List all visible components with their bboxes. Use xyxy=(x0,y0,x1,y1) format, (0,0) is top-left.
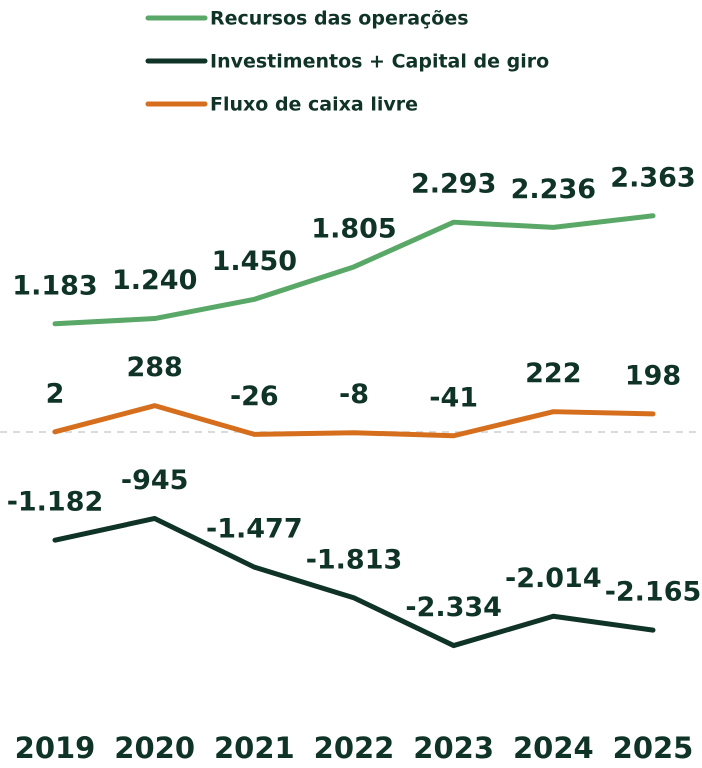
series-line xyxy=(52,515,656,649)
value-label: -2.334 xyxy=(405,592,502,623)
value-label: 198 xyxy=(625,360,681,391)
value-label: 2 xyxy=(46,378,65,409)
value-label: 1.805 xyxy=(311,213,396,244)
value-label: -41 xyxy=(429,382,478,413)
legend-label: Fluxo de caixa livre xyxy=(210,94,418,116)
value-label: 222 xyxy=(525,358,581,389)
value-label: -8 xyxy=(339,379,369,410)
value-label: -1.477 xyxy=(206,514,303,545)
legend-label: Recursos das operações xyxy=(210,8,469,30)
value-label: -1.182 xyxy=(7,487,104,518)
value-label: 1.183 xyxy=(12,270,97,301)
x-tick-label: 2022 xyxy=(314,731,395,765)
x-tick-label: 2025 xyxy=(613,731,694,765)
value-label: -1.813 xyxy=(306,544,403,575)
x-tick-label: 2021 xyxy=(214,731,295,765)
value-label: 2.236 xyxy=(511,174,596,205)
x-tick-label: 2020 xyxy=(114,731,195,765)
x-tick-label: 2019 xyxy=(15,731,96,765)
value-label: -26 xyxy=(230,381,279,412)
value-label: 2.363 xyxy=(610,162,695,193)
value-label: -2.014 xyxy=(505,563,602,594)
x-tick-label: 2024 xyxy=(513,731,594,765)
series-line xyxy=(52,213,656,327)
series-line xyxy=(52,403,656,439)
value-label: 1.450 xyxy=(212,246,297,277)
value-label: 288 xyxy=(126,352,182,383)
value-label: 2.293 xyxy=(411,169,496,200)
x-tick-label: 2023 xyxy=(413,731,494,765)
value-label: 1.240 xyxy=(112,265,197,296)
value-label: -2.165 xyxy=(605,577,702,608)
legend-label: Investimentos + Capital de giro xyxy=(210,51,549,73)
value-label: -945 xyxy=(121,465,189,496)
